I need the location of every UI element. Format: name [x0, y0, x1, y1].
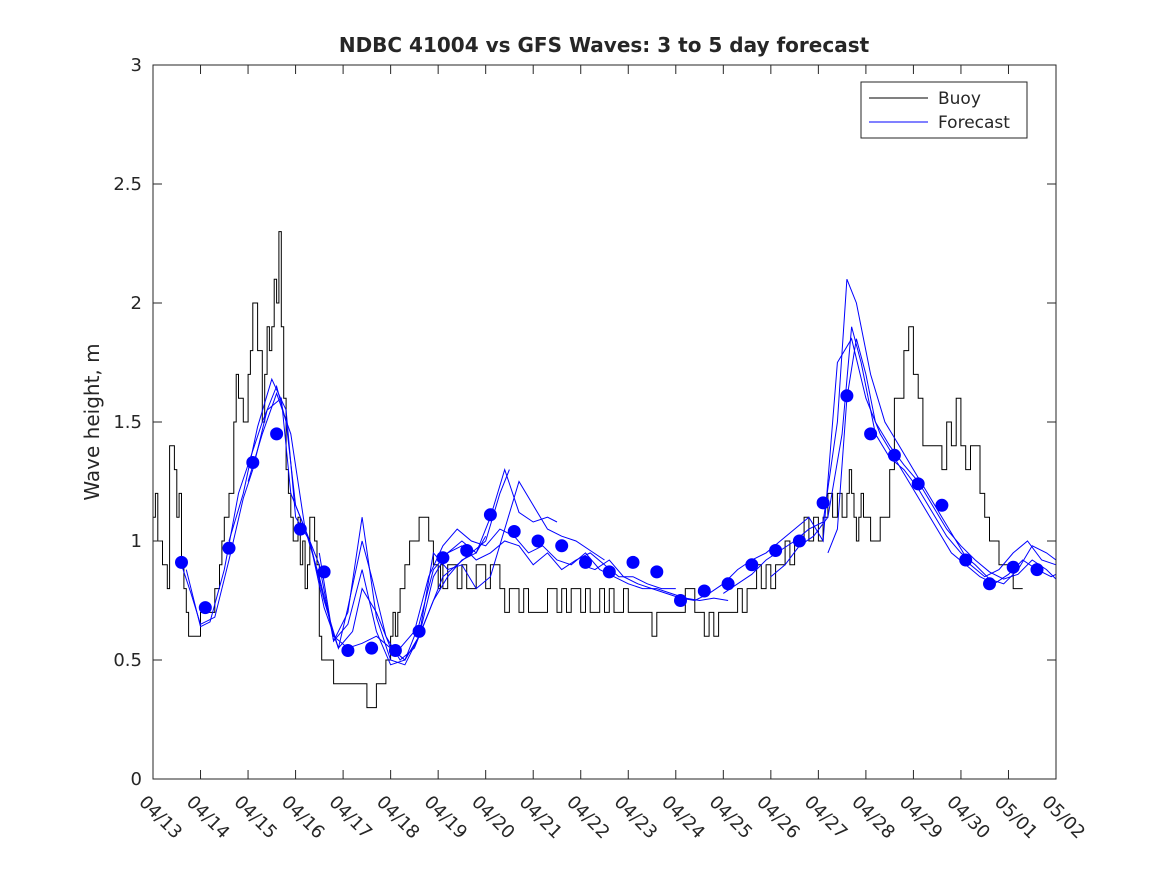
forecast-line-6	[399, 528, 729, 649]
forecast-marker	[531, 534, 545, 548]
y-tick-label: 2	[131, 293, 142, 314]
x-tick-label: 04/27	[800, 792, 852, 844]
y-tick-label: 3	[131, 55, 142, 76]
forecast-marker	[935, 498, 949, 512]
legend-box	[860, 81, 1028, 139]
y-axis: 0 0.5 1 1.5 2 2.5 3	[113, 55, 1056, 790]
forecast-marker	[1030, 563, 1044, 577]
forecast-line-5	[318, 540, 676, 666]
y-tick-label: 0	[131, 769, 142, 790]
y-tick-label: 1	[131, 531, 142, 552]
forecast-marker	[507, 525, 521, 538]
forecast-marker	[959, 553, 973, 567]
forecast-marker	[864, 427, 878, 441]
legend-forecast-label: Forecast	[938, 113, 1010, 133]
forecast-marker	[555, 539, 569, 553]
forecast-marker	[792, 534, 806, 548]
x-tick-label: 04/29	[895, 792, 947, 844]
forecast-marker	[483, 508, 497, 522]
x-tick-label: 04/15	[230, 792, 282, 844]
forecast-marker	[365, 641, 379, 655]
x-tick-label: 04/14	[182, 792, 234, 844]
forecast-marker	[697, 584, 711, 598]
forecast-marker	[460, 544, 474, 557]
forecast-marker	[270, 427, 284, 441]
legend: Buoy Forecast	[860, 81, 1028, 139]
forecast-marker	[816, 496, 830, 510]
x-tick-label: 04/28	[847, 792, 899, 844]
forecast-marker	[887, 448, 901, 462]
forecast-marker	[626, 555, 640, 569]
forecast-marker	[674, 594, 687, 607]
forecast-markers	[175, 389, 1044, 657]
forecast-marker	[602, 565, 616, 579]
plot-area	[153, 65, 1056, 779]
x-tick-label: 04/26	[752, 792, 804, 844]
forecast-series	[181, 279, 1057, 666]
forecast-marker	[769, 544, 783, 557]
forecast-marker	[246, 456, 260, 469]
forecast-marker	[650, 565, 664, 579]
x-tick-label: 04/20	[467, 792, 519, 844]
forecast-marker	[721, 577, 735, 591]
forecast-marker	[436, 551, 450, 565]
forecast-marker	[579, 555, 592, 569]
forecast-marker	[911, 477, 925, 491]
x-tick-label: 04/13	[134, 792, 186, 844]
forecast-line-10	[827, 338, 1057, 580]
forecast-marker	[317, 565, 331, 579]
legend-buoy-label: Buoy	[938, 89, 981, 109]
forecast-marker	[293, 522, 307, 536]
x-tick-label: 04/22	[562, 792, 614, 844]
chart-title: NDBC 41004 vs GFS Waves: 3 to 5 day fore…	[339, 33, 870, 57]
forecast-marker	[175, 555, 188, 569]
forecast-line-4	[247, 391, 605, 666]
y-axis-label: Wave height, m	[80, 343, 104, 500]
forecast-marker	[198, 601, 212, 615]
forecast-marker	[840, 389, 854, 403]
y-tick-label: 0.5	[113, 650, 142, 671]
x-tick-label: 04/23	[610, 792, 662, 844]
x-tick-label: 04/19	[420, 792, 472, 844]
forecast-line-1	[181, 397, 487, 661]
x-tick-label: 04/25	[705, 792, 757, 844]
x-tick-label: 04/30	[942, 792, 994, 844]
y-tick-label: 1.5	[113, 412, 142, 433]
forecast-marker	[412, 624, 426, 638]
x-tick-label: 04/24	[657, 792, 709, 844]
forecast-marker	[983, 577, 996, 591]
x-tick-label: 05/02	[1037, 792, 1089, 844]
x-tick-label: 04/21	[515, 792, 567, 844]
forecast-marker	[222, 541, 236, 555]
forecast-marker	[341, 644, 355, 657]
forecast-marker	[745, 558, 759, 572]
x-tick-label: 04/17	[325, 792, 377, 844]
forecast-marker	[1006, 560, 1020, 574]
x-tick-label: 04/16	[277, 792, 329, 844]
forecast-line-7	[580, 337, 1057, 602]
x-tick-label: 05/01	[990, 792, 1042, 844]
forecast-marker	[388, 644, 402, 657]
y-tick-label: 2.5	[113, 174, 142, 195]
x-tick-label: 04/18	[372, 792, 424, 844]
